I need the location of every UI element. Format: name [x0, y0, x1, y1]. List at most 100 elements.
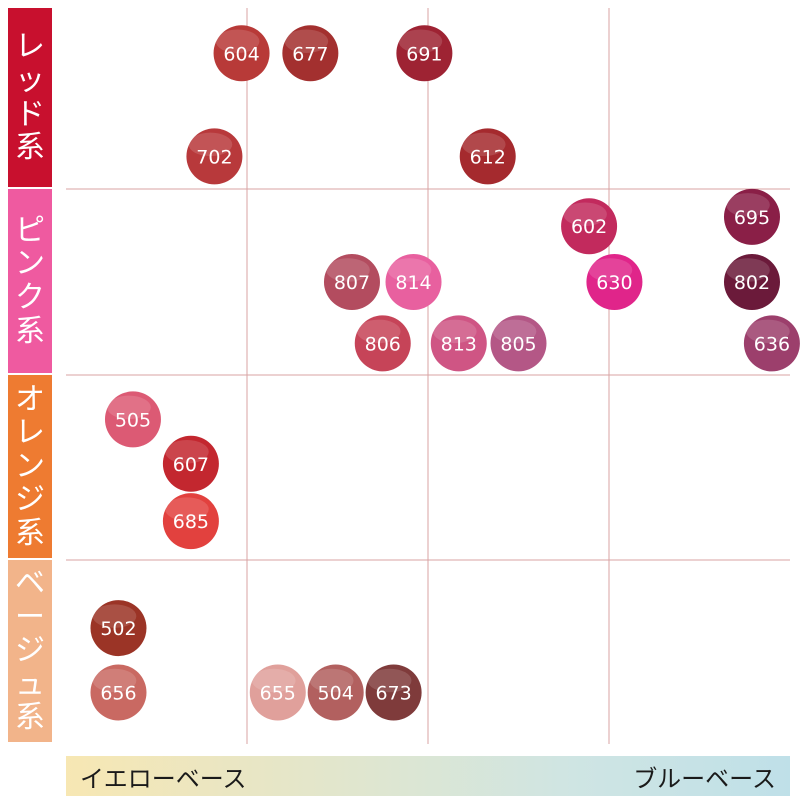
- color-swatch: 602: [561, 198, 618, 255]
- swatch-label: 604: [223, 43, 259, 65]
- swatch-highlight: [563, 202, 607, 226]
- swatch-circle: [162, 493, 219, 550]
- category-bar: [8, 560, 52, 742]
- swatch-highlight: [326, 258, 370, 282]
- swatch-highlight: [284, 29, 329, 54]
- swatch-label: 685: [173, 511, 209, 533]
- swatch-circle: [586, 254, 643, 310]
- color-swatch: 656: [90, 664, 147, 721]
- swatch-highlight: [746, 319, 790, 344]
- swatch-highlight: [461, 132, 506, 157]
- category-bar: [8, 375, 52, 558]
- color-swatch: 691: [396, 25, 453, 82]
- color-swatch: 630: [586, 254, 643, 310]
- x-axis-gradient-bar: [66, 756, 790, 796]
- swatch-highlight: [215, 29, 260, 54]
- swatch-highlight: [251, 668, 296, 693]
- swatch-circle: [723, 188, 780, 245]
- swatch-highlight: [107, 395, 151, 420]
- color-swatch: 802: [723, 254, 780, 310]
- swatch-circle: [723, 254, 780, 310]
- swatch-highlight: [165, 497, 209, 521]
- color-swatch: 502: [90, 600, 147, 657]
- swatch-label: 814: [395, 272, 431, 294]
- category-label: オレンジ系: [15, 381, 45, 551]
- category-bars: [8, 8, 52, 742]
- swatch-label: 813: [441, 333, 477, 355]
- color-swatch: 504: [307, 664, 364, 721]
- swatch-highlight: [492, 319, 537, 344]
- swatch-highlight: [387, 258, 432, 282]
- swatch-highlight: [92, 668, 137, 693]
- swatch-circle: [249, 664, 306, 721]
- swatch-label: 630: [596, 272, 632, 294]
- swatch-circle: [186, 128, 243, 185]
- color-swatch: 677: [282, 25, 339, 82]
- x-axis: イエローベース ブルーベース: [66, 756, 790, 796]
- swatch-label: 656: [100, 682, 136, 704]
- color-swatch: 685: [162, 493, 219, 550]
- swatch-circle: [743, 315, 800, 372]
- color-swatch: 702: [186, 128, 243, 185]
- color-swatch: 505: [104, 391, 161, 448]
- color-swatch: 807: [323, 254, 380, 310]
- swatch-label: 695: [734, 207, 770, 229]
- category-bar: [8, 189, 52, 373]
- data-points: 604 677 691 702 612 602 695 807 814 630 802 806 813 8…: [90, 25, 800, 721]
- color-swatch: 806: [354, 315, 411, 372]
- swatch-circle: [354, 315, 411, 372]
- swatch-highlight: [165, 440, 209, 464]
- swatch-highlight: [92, 604, 137, 628]
- swatch-circle: [430, 315, 487, 372]
- swatch-circle: [396, 25, 453, 82]
- swatch-circle: [213, 25, 270, 82]
- swatch-circle: [162, 435, 219, 492]
- swatch-label: 702: [196, 146, 232, 168]
- category-label: ベージュ系: [15, 566, 45, 736]
- color-swatch: 813: [430, 315, 487, 372]
- swatch-highlight: [398, 29, 443, 54]
- color-swatch: 695: [723, 188, 780, 245]
- grid-lines: [66, 8, 790, 744]
- category-label: ピンク系: [15, 212, 45, 349]
- category-bar: [8, 8, 52, 187]
- swatch-circle: [307, 664, 364, 721]
- swatch-circle: [365, 664, 422, 721]
- swatch-circle: [459, 128, 516, 185]
- swatch-circle: [490, 315, 547, 372]
- swatch-label: 806: [365, 333, 401, 355]
- swatch-label: 636: [754, 333, 790, 355]
- swatch-label: 502: [100, 618, 136, 640]
- swatch-label: 612: [470, 146, 506, 168]
- swatch-highlight: [726, 258, 770, 282]
- swatch-label: 691: [406, 43, 442, 65]
- swatch-highlight: [309, 668, 354, 693]
- swatch-highlight: [432, 319, 477, 344]
- swatch-highlight: [188, 132, 233, 157]
- swatch-circle: [282, 25, 339, 82]
- color-swatch: 814: [385, 254, 442, 310]
- swatch-label: 807: [334, 272, 370, 294]
- swatch-label: 505: [115, 409, 151, 431]
- swatch-circle: [104, 391, 161, 448]
- color-swatch: 607: [162, 435, 219, 492]
- swatch-highlight: [356, 319, 401, 344]
- swatch-highlight: [367, 668, 412, 693]
- swatch-label: 805: [500, 333, 536, 355]
- swatch-circle: [385, 254, 442, 310]
- swatch-highlight: [588, 258, 633, 282]
- color-swatch: 612: [459, 128, 516, 185]
- swatch-circle: [90, 600, 147, 657]
- x-axis-left-label: イエローベース: [80, 764, 247, 793]
- category-label: レッド系: [15, 29, 45, 166]
- swatch-label: 677: [292, 43, 328, 65]
- swatch-label: 655: [260, 682, 296, 704]
- swatch-label: 802: [734, 272, 770, 294]
- color-swatch: 805: [490, 315, 547, 372]
- swatch-label: 673: [375, 682, 411, 704]
- color-swatch: 604: [213, 25, 270, 82]
- color-swatch: 673: [365, 664, 422, 721]
- x-axis-right-label: ブルーベース: [633, 764, 776, 793]
- swatch-label: 607: [173, 454, 209, 476]
